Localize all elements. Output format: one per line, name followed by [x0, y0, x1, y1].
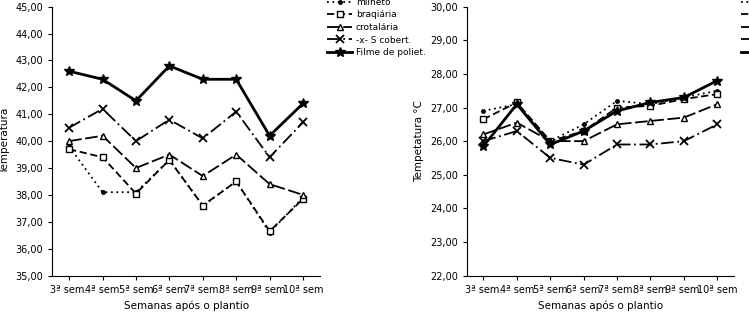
Legend: milheto, braqiária, crotalária, -x- S cobert., Filme de poliet.: milheto, braqiária, crotalária, -x- S co…	[327, 0, 425, 57]
X-axis label: Semanas após o plantio: Semanas após o plantio	[538, 300, 663, 310]
Y-axis label: Temperatura: Temperatura	[0, 108, 10, 174]
Legend: milheto, braqiária, crotalária, -x- S cobert., Filme de poliet.: milheto, braqiária, crotalária, -x- S co…	[742, 0, 749, 57]
Y-axis label: Tempetatura °C: Tempetatura °C	[414, 100, 424, 182]
X-axis label: Semanas após o plantio: Semanas após o plantio	[124, 300, 249, 310]
